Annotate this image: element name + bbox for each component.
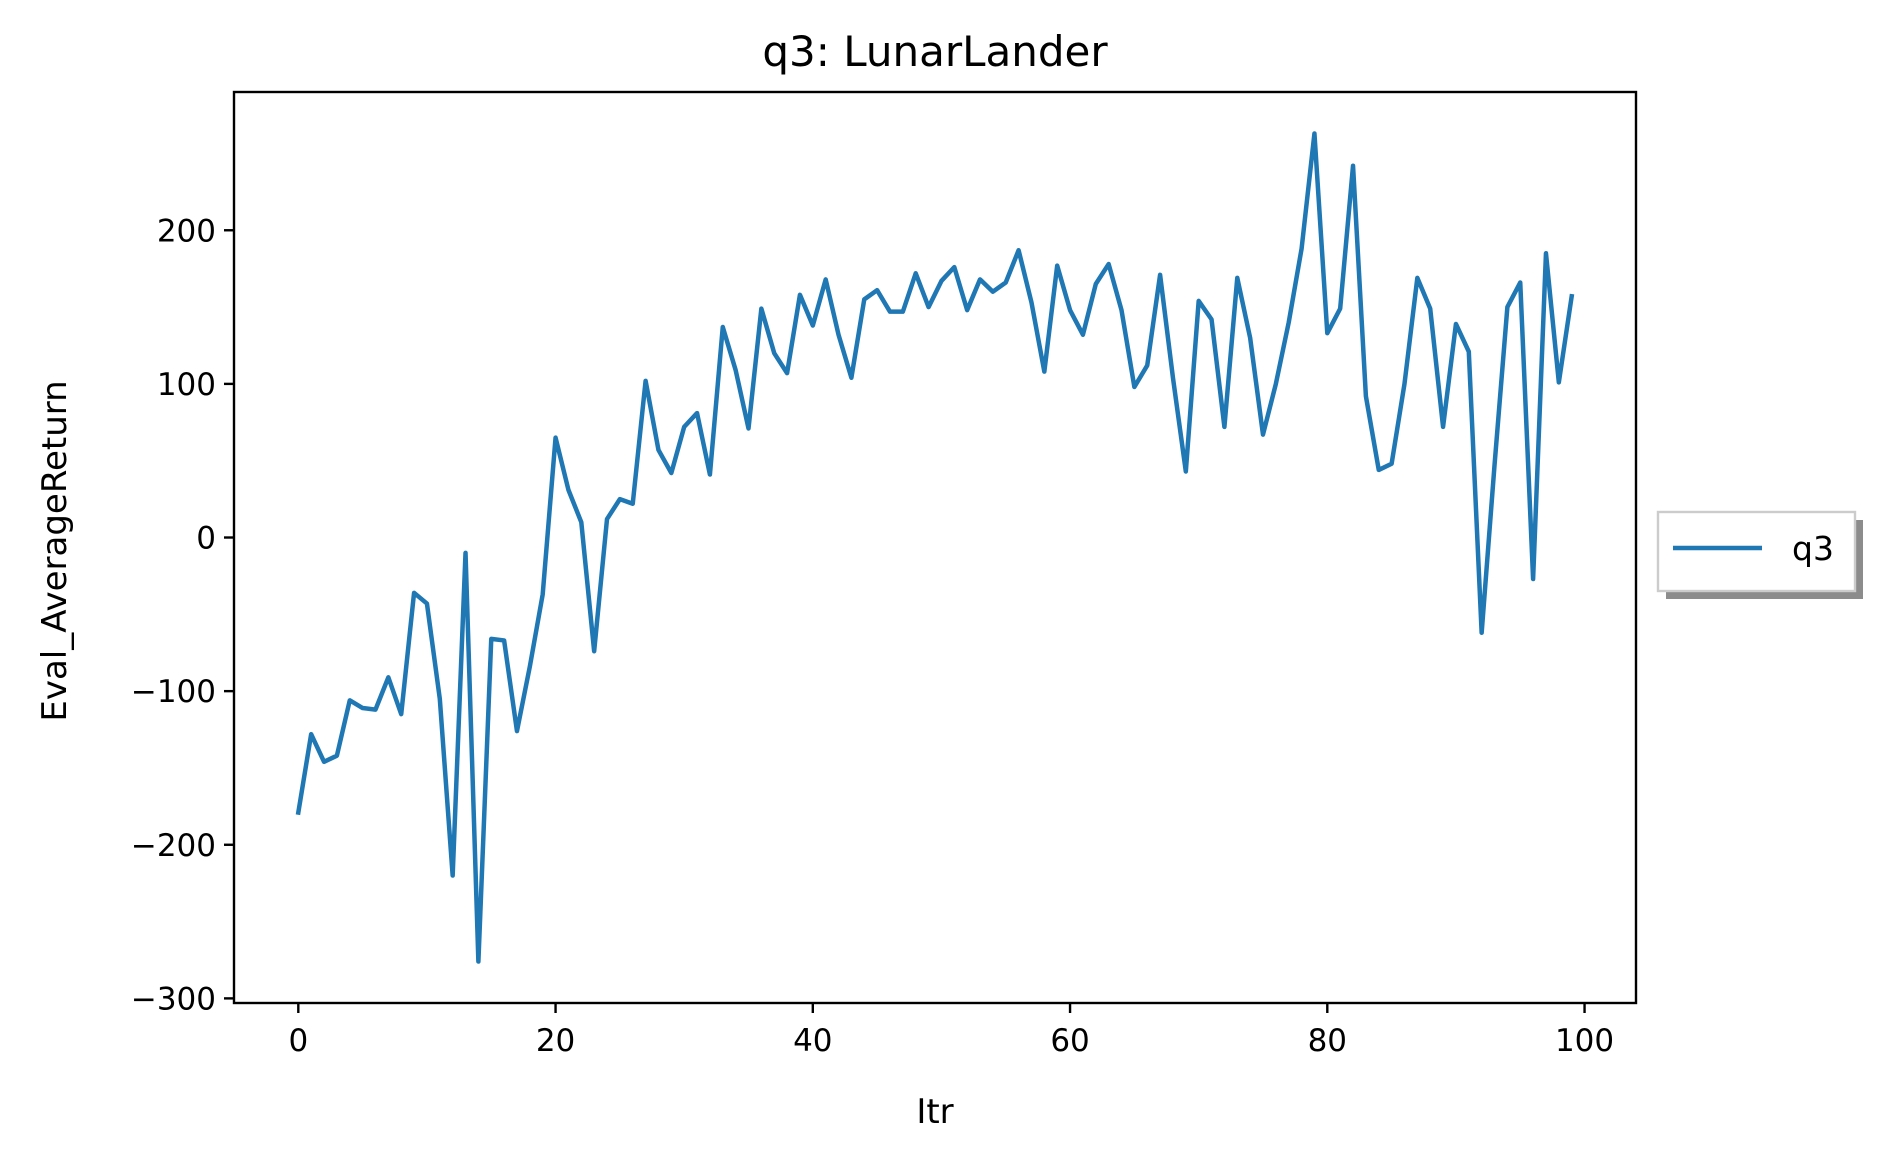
y-tick-label: 200 <box>157 213 216 249</box>
legend-label-q3: q3 <box>1792 529 1834 568</box>
x-tick-label: 60 <box>1050 1023 1089 1059</box>
y-tick-label: 0 <box>196 521 216 557</box>
x-tick-label: 20 <box>536 1023 575 1059</box>
x-axis-label: Itr <box>916 1092 953 1132</box>
x-tick-label: 100 <box>1555 1023 1614 1059</box>
x-tick-label: 80 <box>1308 1023 1347 1059</box>
x-tick-label: 40 <box>793 1023 832 1059</box>
x-tick-label: 0 <box>288 1023 308 1059</box>
plot-frame <box>232 90 1638 1005</box>
legend-box <box>1656 510 1857 593</box>
x-axis: 0 20 40 60 80 100 <box>288 1003 1614 1059</box>
y-tick-label: −100 <box>131 674 216 710</box>
legend: q3 <box>1656 510 1863 599</box>
chart-title: q3: LunarLander <box>762 27 1108 76</box>
y-tick-label: −300 <box>131 981 216 1017</box>
y-axis: −300 −200 −100 0 100 200 <box>131 213 234 1017</box>
y-axis-label: Eval_AverageReturn <box>35 380 75 721</box>
y-tick-label: −200 <box>131 828 216 864</box>
y-tick-label: 100 <box>157 367 216 403</box>
plot-area <box>232 90 1638 1005</box>
series-line-q3 <box>295 131 1575 964</box>
